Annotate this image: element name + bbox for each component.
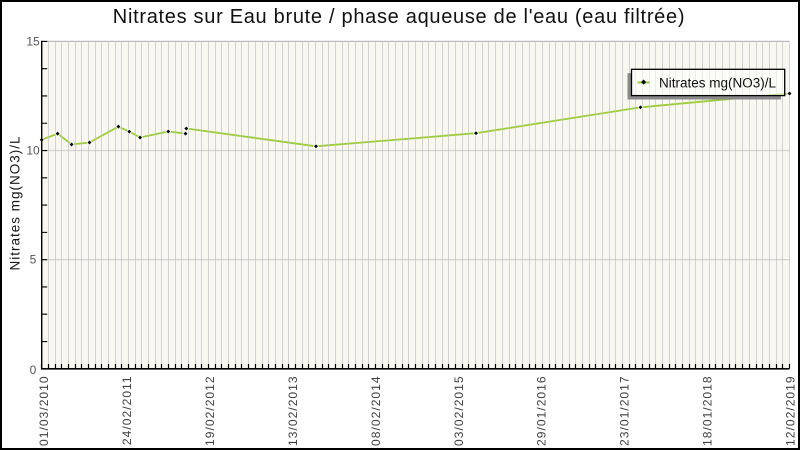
svg-text:01/03/2010: 01/03/2010 [37, 375, 51, 446]
svg-text:13/02/2013: 13/02/2013 [286, 375, 300, 446]
svg-text:10: 10 [26, 144, 40, 158]
svg-text:29/01/2016: 29/01/2016 [535, 375, 549, 446]
svg-text:12/02/2019: 12/02/2019 [784, 375, 798, 446]
svg-text:0: 0 [30, 363, 37, 377]
svg-text:5: 5 [30, 253, 37, 267]
svg-text:19/02/2012: 19/02/2012 [203, 375, 217, 446]
svg-text:03/02/2015: 03/02/2015 [452, 375, 466, 446]
svg-text:Nitrates sur Eau brute / phase: Nitrates sur Eau brute / phase aqueuse d… [113, 6, 685, 28]
svg-text:Nitrates mg(NO3)/L: Nitrates mg(NO3)/L [8, 135, 23, 270]
svg-text:15: 15 [26, 34, 40, 48]
svg-text:08/02/2014: 08/02/2014 [369, 375, 383, 446]
svg-text:24/02/2011: 24/02/2011 [120, 375, 134, 445]
svg-text:23/01/2017: 23/01/2017 [618, 375, 632, 446]
svg-text:18/01/2018: 18/01/2018 [701, 375, 715, 446]
svg-text:Nitrates mg(NO3)/L: Nitrates mg(NO3)/L [659, 76, 777, 91]
